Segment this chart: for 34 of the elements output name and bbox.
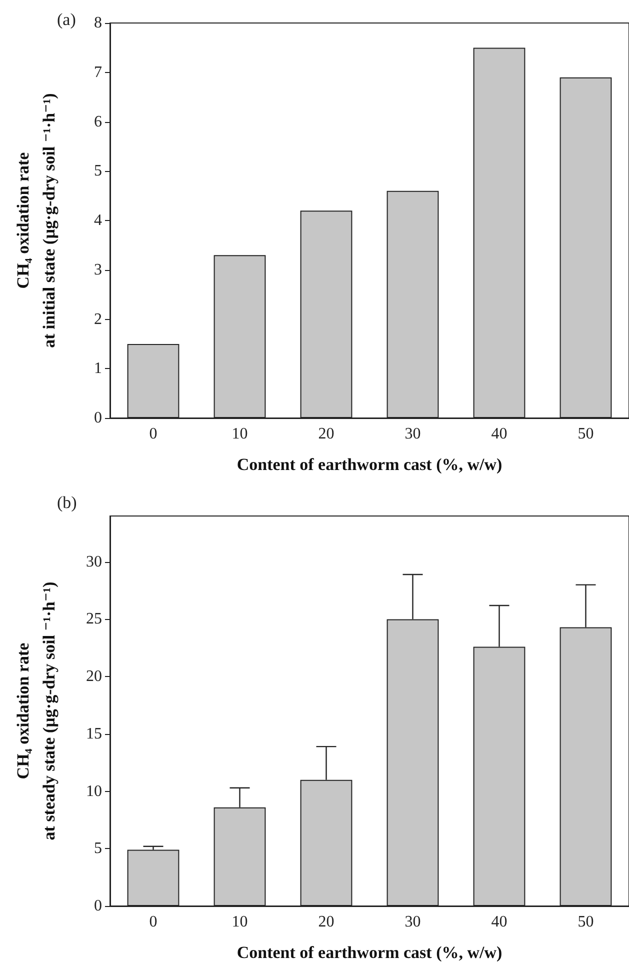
y-tick-label: 0: [94, 898, 102, 914]
x-tick-label: 0: [149, 426, 158, 442]
y-tick-label: 25: [86, 610, 102, 628]
y-tick-label: 15: [86, 725, 102, 742]
x-tick-label: 10: [232, 914, 248, 930]
y-tick-label: 0: [94, 410, 102, 426]
x-axis-title: Content of earthworm cast (%, w/w): [236, 455, 502, 474]
x-tick-label: 20: [318, 426, 334, 442]
x-tick-label: 30: [404, 914, 421, 930]
y-tick-label: 3: [94, 261, 102, 278]
y-tick-label: 20: [86, 668, 102, 686]
x-tick-label: 20: [318, 914, 334, 930]
x-tick-label: 50: [578, 914, 594, 930]
chart-title: (b): [57, 493, 77, 512]
y-tick-label: 5: [94, 162, 102, 180]
y-tick-label: 1: [94, 360, 102, 378]
x-axis-title: Content of earthworm cast (%, w/w): [236, 943, 502, 962]
y-tick-label: 2: [94, 310, 102, 328]
x-tick-label: 50: [578, 426, 594, 442]
y-tick-label: 30: [86, 553, 102, 570]
chart-title: (a): [57, 10, 76, 29]
x-tick-label: 10: [232, 426, 248, 442]
y-tick-label: 10: [86, 782, 102, 800]
x-tick-label: 30: [404, 426, 421, 442]
y-tick-label: 6: [94, 113, 102, 130]
y-axis-title: CH₄ oxidation rate at steady state (µg·g-dry soil ⁻¹·h⁻¹): [14, 582, 58, 840]
x-tick-label: 40: [491, 914, 508, 930]
x-tick-label: 0: [149, 914, 158, 930]
y-axis-title: CH₄ oxidation rate at initial state (µg·g-dry soil ⁻¹·h⁻¹): [14, 93, 58, 348]
y-tick-label: 5: [94, 840, 102, 858]
y-tick-label: 7: [94, 64, 102, 81]
y-tick-label: 4: [94, 212, 102, 229]
x-tick-label: 40: [491, 426, 508, 442]
y-tick-label: 8: [94, 14, 102, 32]
